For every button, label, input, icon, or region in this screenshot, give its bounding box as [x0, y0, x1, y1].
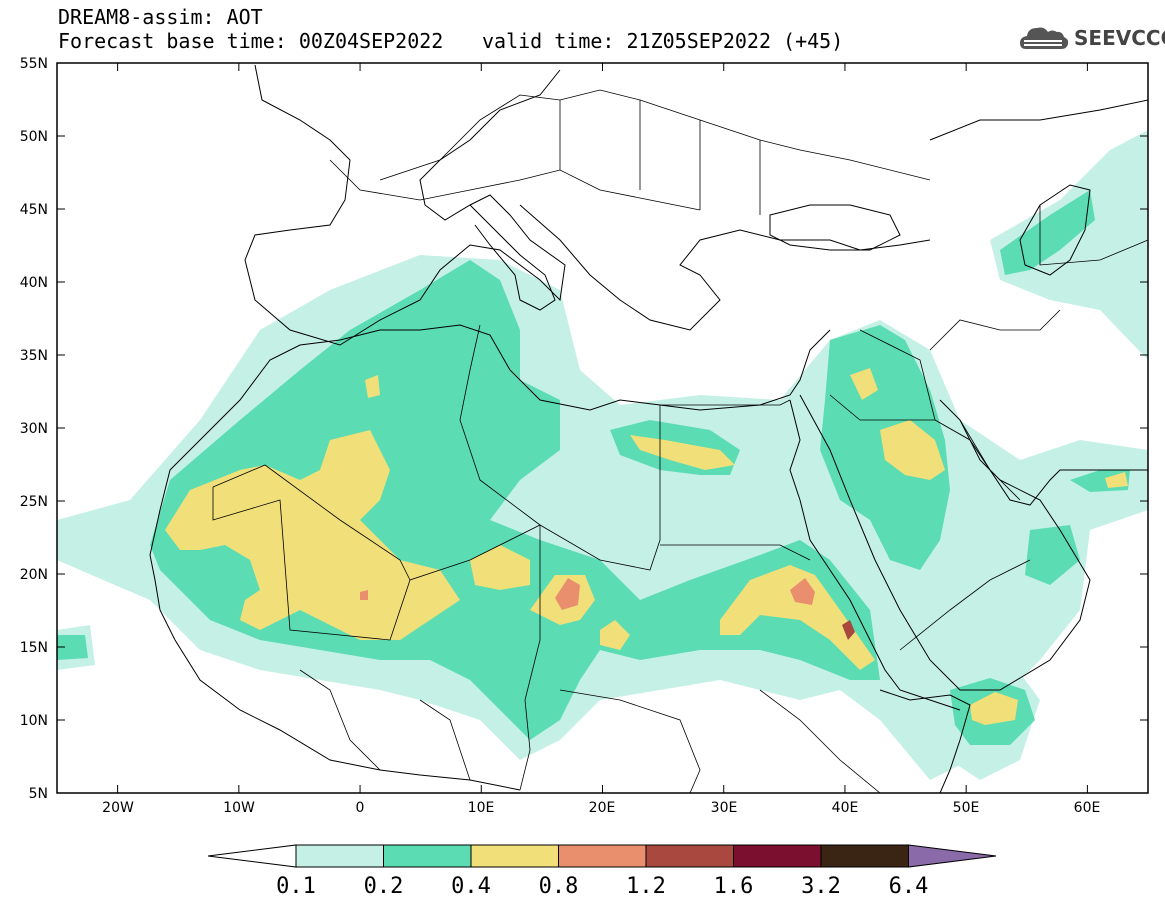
colorbar-swatch-2 [383, 844, 472, 868]
colorbar-swatch-1 [295, 844, 384, 868]
colorbar-swatch-7 [820, 844, 909, 868]
lat-label: 50N [20, 129, 48, 145]
colorbar-label: 0.8 [539, 874, 579, 899]
aot-level-0.8 [790, 578, 815, 605]
coastline-europe [244, 64, 566, 346]
borders [212, 89, 1148, 793]
coastline-gulf [934, 419, 1148, 506]
colorbar-upper-triangle [908, 844, 997, 868]
coastline-caspian [1019, 184, 1091, 276]
aot-level-0.1 [990, 130, 1148, 360]
aot-level-0.8 [555, 578, 580, 610]
lon-label: 10W [223, 800, 255, 816]
border [660, 544, 811, 561]
axis-ticks [57, 62, 1148, 794]
lat-label: 20N [20, 567, 48, 583]
lat-label: 25N [20, 494, 48, 510]
border [379, 89, 931, 181]
aot-level-0.8 [360, 590, 368, 600]
coastline-balkans [519, 204, 931, 331]
aot-level-0.4 [630, 435, 735, 470]
aot-level-0.4 [365, 375, 380, 398]
lon-labels: 20W 10W 0 10E 20E 30E 40E 50E 60E [102, 800, 1100, 816]
colorbar-swatch-6 [733, 844, 822, 868]
lon-label: 40E [832, 800, 859, 816]
lat-labels: 55N 50N 45N 40N 35N 30N 25N 20N 15N 10N … [20, 56, 48, 802]
lon-label: 20W [102, 800, 134, 816]
border [759, 689, 881, 793]
aot-level-0.4 [1105, 472, 1128, 488]
aot-level-0.4 [600, 620, 630, 650]
forecast-base-time: Forecast base time: 00Z04SEP2022 [58, 29, 444, 53]
border [519, 525, 541, 791]
border [929, 309, 1061, 351]
colorbar-label: 6.4 [889, 874, 929, 899]
lat-label: 45N [20, 202, 48, 218]
colorbar-swatch-4 [558, 844, 647, 868]
colorbar-label: 0.2 [364, 874, 404, 899]
aot-level-0.4 [880, 420, 945, 480]
border [660, 399, 791, 406]
colorbar-label: 0.1 [276, 874, 316, 899]
colorbar-label: 1.6 [714, 874, 754, 899]
lon-label: 50E [953, 800, 980, 816]
border [559, 100, 761, 215]
colorbar-label: 0.4 [451, 874, 491, 899]
chart-title: DREAM8-assim: AOT [58, 5, 263, 29]
border [419, 699, 471, 781]
border [1039, 205, 1148, 266]
border [559, 689, 701, 793]
logo-text: SEEVCCC [1074, 26, 1165, 50]
aot-level-0.4 [470, 545, 530, 590]
lon-label: 20E [589, 800, 616, 816]
border [299, 669, 381, 771]
colorbar-label: 1.2 [626, 874, 666, 899]
aot-level-0.4 [720, 565, 875, 670]
lat-label: 10N [20, 713, 48, 729]
lat-label: 30N [20, 421, 48, 437]
lat-label: 55N [20, 56, 48, 72]
aot-level-0.4 [970, 692, 1018, 725]
aot-level-0.2 [1000, 190, 1095, 275]
coastline-west-africa [149, 554, 521, 791]
colorbar-swatch-3 [470, 844, 559, 868]
border [899, 559, 1031, 651]
coastlines [149, 64, 1148, 793]
coastline-africa-north [149, 324, 831, 556]
border [212, 464, 411, 581]
aot-level-1.2 [842, 620, 855, 640]
coastline-horn [879, 689, 971, 793]
coastline-red-sea [789, 399, 961, 711]
lat-label: 15N [20, 640, 48, 656]
colorbar-lower-triangle [207, 844, 297, 868]
coastline-black-sea [769, 204, 901, 251]
lat-label: 5N [29, 786, 48, 802]
coastline-italy [469, 204, 556, 311]
lon-label: 60E [1074, 800, 1101, 816]
lon-label: 10E [468, 800, 495, 816]
valid-time: valid time: 21Z05SEP2022 (+45) [482, 29, 844, 53]
border [459, 324, 541, 526]
aot-level-0.4 [850, 368, 878, 400]
seevccc-logo: SEEVCCC [1018, 22, 1165, 54]
lon-label: 0 [356, 800, 365, 816]
border [959, 419, 1021, 501]
lat-label: 40N [20, 275, 48, 291]
border [829, 394, 935, 421]
border [329, 159, 701, 211]
lat-label: 35N [20, 348, 48, 364]
border [212, 405, 661, 641]
colorbar: 0.1 0.2 0.4 0.8 1.2 1.6 3.2 6.4 [207, 844, 997, 899]
border [859, 329, 936, 421]
aot-level-0.4 [165, 430, 460, 640]
colorbar-label: 3.2 [801, 874, 841, 899]
cloud-icon [1020, 27, 1069, 49]
colorbar-swatch-5 [645, 844, 734, 868]
lon-label: 30E [711, 800, 738, 816]
coastline-russia [929, 99, 1148, 141]
aot-field [57, 130, 1148, 780]
aot-level-0.2 [57, 635, 88, 660]
